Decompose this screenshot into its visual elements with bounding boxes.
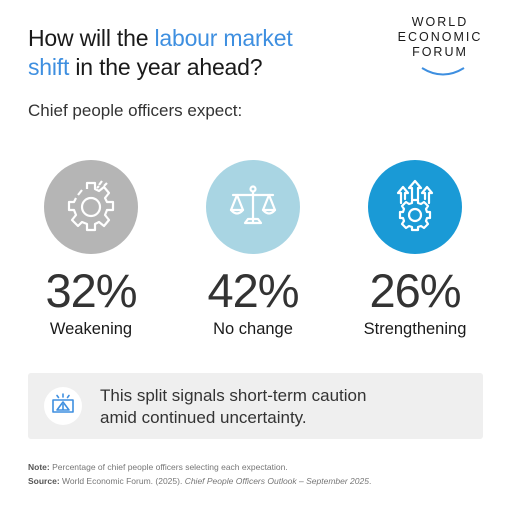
stat-no-change: 42% No change — [178, 160, 328, 340]
warning-icon — [44, 387, 82, 425]
source-publication: Chief People Officers Outlook – Septembe… — [184, 476, 369, 486]
title-text-2: in the year ahead? — [69, 54, 263, 80]
stat-strengthening: 26% Strengthening — [340, 160, 490, 340]
logo-line-3: FORUM — [412, 45, 468, 59]
note-text: Percentage of chief people officers sele… — [49, 462, 288, 472]
logo-arc-icon — [421, 67, 465, 76]
callout-text: This split signals short-term caution am… — [100, 385, 470, 429]
stat-value: 32% — [45, 264, 137, 317]
page-title: How will the labour market shift in the … — [28, 24, 358, 82]
source-end: . — [368, 476, 372, 486]
gear-up-arrows-icon — [368, 160, 462, 254]
callout-line-2: amid continued uncertainty. — [100, 408, 307, 427]
stat-label: Weakening — [49, 320, 133, 338]
title-highlight-2: shift — [28, 54, 70, 80]
source-label: Source: — [28, 476, 60, 486]
stat-value: 42% — [207, 264, 299, 317]
source: Source: World Economic Forum. (2025). Ch… — [28, 475, 371, 487]
callout-line-1: This split signals short-term caution — [100, 386, 367, 405]
stat-label: No change — [213, 320, 293, 338]
logo-line-2: ECONOMIC — [397, 30, 483, 44]
callout-box: This split signals short-term caution am… — [28, 373, 483, 439]
broken-gear-icon — [44, 160, 138, 254]
title-highlight-1: labour market — [154, 25, 293, 51]
note-label: Note: — [28, 462, 50, 472]
subtitle: Chief people officers expect: — [28, 101, 243, 120]
wef-logo: WORLD ECONOMIC FORUM — [388, 15, 492, 79]
stat-weakening: 32% Weakening — [16, 160, 166, 340]
stat-value: 26% — [369, 264, 461, 317]
logo-line-1: WORLD — [411, 15, 469, 29]
stat-label: Strengthening — [363, 320, 467, 338]
note: Note: Percentage of chief people officer… — [28, 461, 288, 473]
title-text-1: How will the — [28, 25, 155, 51]
balance-scale-icon — [206, 160, 300, 254]
source-text: World Economic Forum. (2025). — [59, 476, 185, 486]
